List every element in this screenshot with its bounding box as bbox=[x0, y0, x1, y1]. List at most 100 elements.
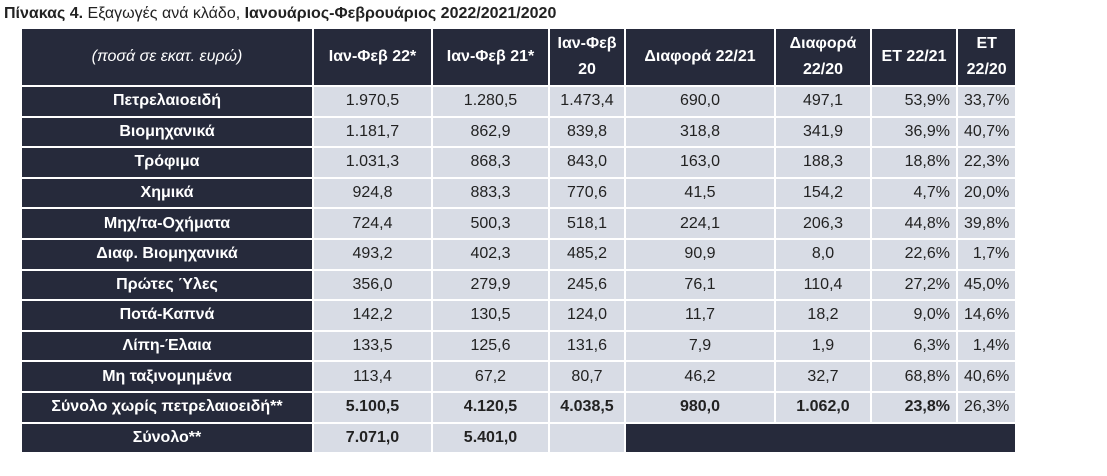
value-cell: 27,2% bbox=[872, 270, 956, 300]
table-title: Πίνακας 4. Εξαγωγές ανά κλάδο, Ιανουάριο… bbox=[4, 5, 556, 23]
value-cell: 14,6% bbox=[958, 301, 1016, 330]
table-row: Μη ταξινομημένα 113,4 67,2 80,7 46,2 32,7 68,8… bbox=[22, 362, 1016, 391]
title-period: Ιανουάριος-Φεβρουάριος 2022/2021/2020 bbox=[244, 5, 557, 22]
value-cell: 46,2 bbox=[626, 362, 774, 391]
table-row: Ποτά-Καπνά 142,2 130,5 124,0 11,7 18,2 9,0% 14,… bbox=[22, 301, 1016, 330]
value-cell: 11,7 bbox=[626, 301, 774, 330]
value-cell: 4.038,5 bbox=[550, 392, 624, 422]
value-cell: 20,0% bbox=[958, 178, 1016, 208]
empty-cell bbox=[550, 423, 624, 453]
value-cell: 110,4 bbox=[776, 270, 870, 300]
row-label: Διαφ. Βιομηχανικά bbox=[22, 239, 312, 269]
value-cell: 1.280,5 bbox=[433, 87, 548, 116]
value-cell: 53,9% bbox=[872, 87, 956, 116]
value-cell: 32,7 bbox=[776, 362, 870, 391]
empty-cell bbox=[626, 423, 1016, 453]
table-row: Πετρελαιοειδή 1.970,5 1.280,5 1.473,4 690,0 4… bbox=[22, 87, 1016, 116]
header-row: (ποσά σε εκατ. ευρώ) Ιαν-Φεβ 22* Ιαν-Φεβ 2… bbox=[22, 29, 1016, 85]
row-label: Τρόφιμα bbox=[22, 148, 312, 177]
value-cell: 206,3 bbox=[776, 209, 870, 238]
value-cell: 1.031,3 bbox=[314, 148, 431, 177]
value-cell: 862,9 bbox=[433, 117, 548, 147]
table-row: Λίπη-Έλαια 133,5 125,6 131,6 7,9 1,9 6,3% 1,4% bbox=[22, 331, 1016, 361]
value-cell: 90,9 bbox=[626, 239, 774, 269]
value-cell: 76,1 bbox=[626, 270, 774, 300]
value-cell: 1,4% bbox=[958, 331, 1016, 361]
value-cell: 142,2 bbox=[314, 301, 431, 330]
table-row: Βιομηχανικά 1.181,7 862,9 839,8 318,8 341,9 36… bbox=[22, 117, 1016, 147]
row-label: Λίπη-Έλαια bbox=[22, 331, 312, 361]
value-cell: 341,9 bbox=[776, 117, 870, 147]
value-cell: 39,8% bbox=[958, 209, 1016, 238]
value-cell: 18,2 bbox=[776, 301, 870, 330]
value-cell: 133,5 bbox=[314, 331, 431, 361]
table-row: Διαφ. Βιομηχανικά 493,2 402,3 485,2 90,9 8,0 2… bbox=[22, 239, 1016, 269]
value-cell: 1,9 bbox=[776, 331, 870, 361]
value-cell: 690,0 bbox=[626, 87, 774, 116]
value-cell: 279,9 bbox=[433, 270, 548, 300]
value-cell: 7.071,0 bbox=[314, 423, 431, 453]
value-cell: 839,8 bbox=[550, 117, 624, 147]
table-row: Χημικά 924,8 883,3 770,6 41,5 154,2 4,7% 20,0% bbox=[22, 178, 1016, 208]
value-cell: 40,7% bbox=[958, 117, 1016, 147]
row-label: Χημικά bbox=[22, 178, 312, 208]
value-cell: 154,2 bbox=[776, 178, 870, 208]
value-cell: 22,6% bbox=[872, 239, 956, 269]
value-cell: 518,1 bbox=[550, 209, 624, 238]
value-cell: 130,5 bbox=[433, 301, 548, 330]
title-label: Πίνακας 4. bbox=[4, 5, 84, 22]
header-cell: Ιαν-Φεβ 20 bbox=[550, 29, 624, 85]
value-cell: 924,8 bbox=[314, 178, 431, 208]
value-cell: 1.970,5 bbox=[314, 87, 431, 116]
value-cell: 770,6 bbox=[550, 178, 624, 208]
value-cell: 980,0 bbox=[626, 392, 774, 422]
header-cell: (ποσά σε εκατ. ευρώ) bbox=[22, 29, 312, 85]
value-cell: 318,8 bbox=[626, 117, 774, 147]
value-cell: 124,0 bbox=[550, 301, 624, 330]
title-text: Εξαγωγές ανά κλάδο, bbox=[83, 5, 245, 22]
table-row: Πρώτες Ύλες 356,0 279,9 245,6 76,1 110,4 27,2%… bbox=[22, 270, 1016, 300]
value-cell: 44,8% bbox=[872, 209, 956, 238]
value-cell: 23,8% bbox=[872, 392, 956, 422]
exports-table: (ποσά σε εκατ. ευρώ) Ιαν-Φεβ 22* Ιαν-Φεβ 2… bbox=[20, 27, 1017, 454]
value-cell: 67,2 bbox=[433, 362, 548, 391]
value-cell: 18,8% bbox=[872, 148, 956, 177]
value-cell: 5.401,0 bbox=[433, 423, 548, 453]
header-cell: Ιαν-Φεβ 21* bbox=[433, 29, 548, 85]
value-cell: 131,6 bbox=[550, 331, 624, 361]
value-cell: 9,0% bbox=[872, 301, 956, 330]
row-label: Ποτά-Καπνά bbox=[22, 301, 312, 330]
value-cell: 724,4 bbox=[314, 209, 431, 238]
row-label: Σύνολο χωρίς πετρελαιοειδή** bbox=[22, 392, 312, 422]
value-cell: 163,0 bbox=[626, 148, 774, 177]
value-cell: 8,0 bbox=[776, 239, 870, 269]
header-cell: ΕΤ 22/21 bbox=[872, 29, 956, 85]
value-cell: 40,6% bbox=[958, 362, 1016, 391]
header-cell: ΕΤ 22/20 bbox=[958, 29, 1016, 85]
value-cell: 1.473,4 bbox=[550, 87, 624, 116]
row-label: Πρώτες Ύλες bbox=[22, 270, 312, 300]
header-cell: Ιαν-Φεβ 22* bbox=[314, 29, 431, 85]
table-row: Μηχ/τα-Οχήματα 724,4 500,3 518,1 224,1 206,3 4… bbox=[22, 209, 1016, 238]
value-cell: 485,2 bbox=[550, 239, 624, 269]
value-cell: 1.181,7 bbox=[314, 117, 431, 147]
value-cell: 26,3% bbox=[958, 392, 1016, 422]
value-cell: 883,3 bbox=[433, 178, 548, 208]
value-cell: 1,7% bbox=[958, 239, 1016, 269]
value-cell: 188,3 bbox=[776, 148, 870, 177]
table-row: Σύνολο χωρίς πετρελαιοειδή** 5.100,5 4.120… bbox=[22, 392, 1016, 422]
value-cell: 356,0 bbox=[314, 270, 431, 300]
value-cell: 113,4 bbox=[314, 362, 431, 391]
table-row: Τρόφιμα 1.031,3 868,3 843,0 163,0 188,3 18,8% 2… bbox=[22, 148, 1016, 177]
value-cell: 33,7% bbox=[958, 87, 1016, 116]
value-cell: 1.062,0 bbox=[776, 392, 870, 422]
value-cell: 402,3 bbox=[433, 239, 548, 269]
row-label: Βιομηχανικά bbox=[22, 117, 312, 147]
value-cell: 868,3 bbox=[433, 148, 548, 177]
value-cell: 245,6 bbox=[550, 270, 624, 300]
value-cell: 41,5 bbox=[626, 178, 774, 208]
value-cell: 125,6 bbox=[433, 331, 548, 361]
value-cell: 68,8% bbox=[872, 362, 956, 391]
value-cell: 6,3% bbox=[872, 331, 956, 361]
value-cell: 4,7% bbox=[872, 178, 956, 208]
